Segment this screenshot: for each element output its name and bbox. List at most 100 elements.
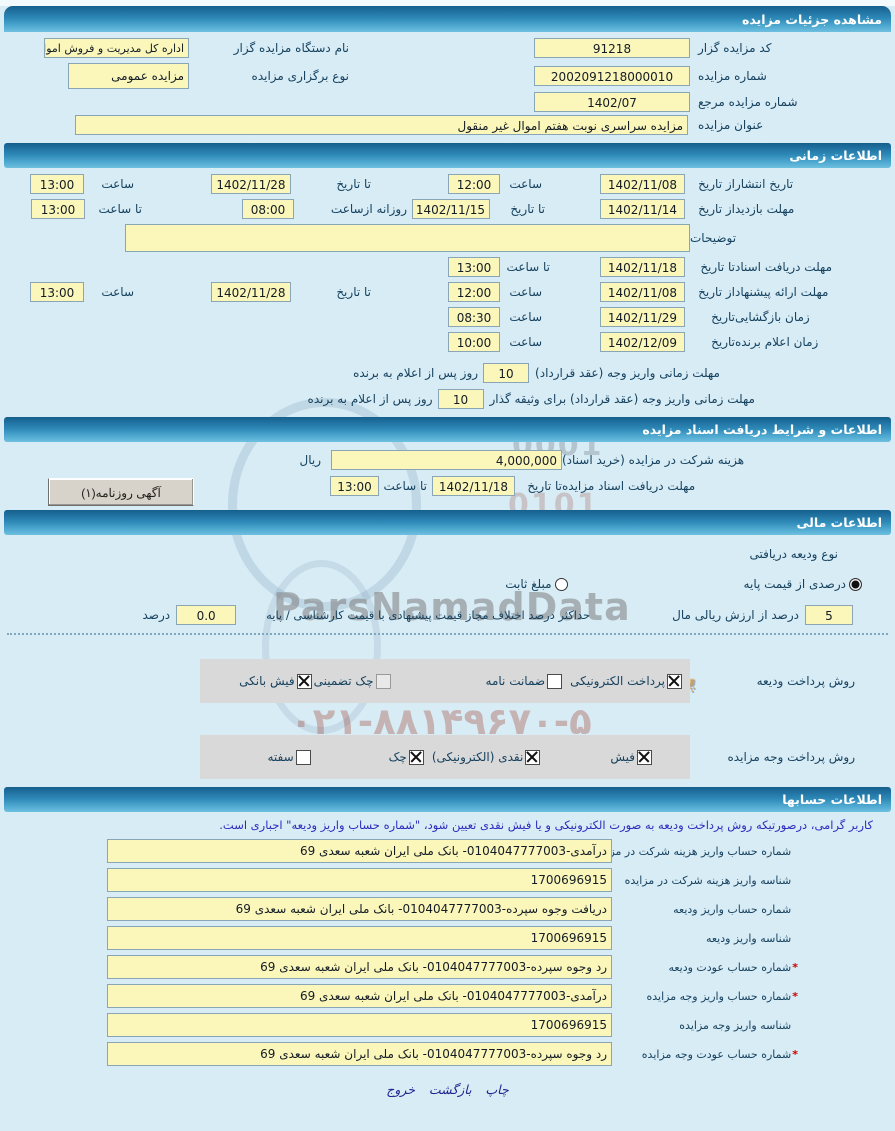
- opening-time-input[interactable]: 08:30: [448, 307, 500, 327]
- accounts-notice: کاربر گرامی، درصورتیکه روش پرداخت ودیعه …: [219, 818, 873, 832]
- opening-label: زمان بازگشایی: [735, 310, 810, 324]
- opening-row: زمان بازگشایی تاریخ 1402/11/29 ساعت 08:3…: [0, 307, 865, 327]
- doc-deadline-time-input[interactable]: 13:00: [448, 257, 500, 277]
- ref-number-label: شماره مزایده مرجع: [698, 95, 798, 109]
- pay-deadline-input[interactable]: 10: [483, 363, 530, 383]
- accounts-section-bar: اطلاعات حسابها: [4, 787, 891, 812]
- deposit-percent-input[interactable]: 5: [805, 605, 853, 625]
- visit-row: مهلت بازدید از تاریخ 1402/11/14 تا تاریخ…: [0, 199, 865, 219]
- offer-from-time-input[interactable]: 12:00: [448, 282, 500, 302]
- to-date-label: تا تاریخ: [527, 479, 562, 493]
- deposit-methods-row: روش پرداخت ودیعه پرداخت الکترونیکی ضمانت…: [0, 659, 895, 703]
- winner-date-input[interactable]: 1402/12/09: [600, 332, 685, 352]
- auction-type-input[interactable]: مزایده عمومی: [68, 63, 189, 89]
- check-checkbox[interactable]: [408, 749, 424, 765]
- slip-label: فیش: [610, 750, 635, 764]
- pay-deadline-guarantor-input[interactable]: 10: [437, 389, 484, 409]
- offer-to-time-input[interactable]: 13:00: [30, 282, 84, 302]
- account-row-input[interactable]: رد وجوه سپرده-0104047777003- بانک ملی ای…: [107, 1042, 612, 1066]
- fixed-amount-radio-label: مبلغ ثابت: [505, 577, 552, 591]
- ref-number-input[interactable]: 1402/07: [534, 92, 690, 112]
- account-row: *شماره حساب عودت ودیعه رد وجوه سپرده-010…: [0, 955, 873, 979]
- opening-date-input[interactable]: 1402/11/29: [600, 307, 685, 327]
- time-section-title: اطلاعات زمانی: [789, 148, 882, 163]
- page-title: مشاهده جزئیات مزایده: [741, 11, 882, 27]
- print-link[interactable]: چاپ: [485, 1082, 509, 1097]
- to-date-label: تا تاریخ: [700, 260, 735, 274]
- newspaper-ad-button[interactable]: آگهی روزنامه(۱): [48, 478, 194, 506]
- max-diff-input[interactable]: 0.0: [176, 605, 237, 625]
- auction-code-input[interactable]: 91218: [534, 38, 690, 58]
- auction-title-input[interactable]: مزایده سراسری نوبت هفتم اموال غیر منقول: [75, 115, 688, 135]
- finance-section: نوع ودیعه دریافتی درصدی از قیمت پایه مبل…: [0, 535, 895, 787]
- percent-of-base-radio[interactable]: [849, 577, 862, 591]
- fee-input[interactable]: 4,000,000: [331, 450, 562, 470]
- account-row-input[interactable]: 1700696915: [107, 868, 612, 892]
- exit-link[interactable]: خروج: [386, 1082, 416, 1097]
- back-link[interactable]: بازگشت: [428, 1082, 472, 1097]
- auction-title-label: عنوان مزایده: [698, 118, 764, 132]
- hour-label: ساعت: [509, 335, 542, 349]
- notes-label: توضیحات: [690, 231, 737, 245]
- hour-label: ساعت: [509, 177, 542, 191]
- fixed-amount-radio[interactable]: [554, 577, 568, 591]
- account-row-label: *شماره حساب عودت وجه مزایده: [641, 1047, 798, 1061]
- notes-row: توضیحات: [0, 224, 865, 252]
- certified-check-checkbox[interactable]: [375, 673, 391, 689]
- date-label: تاریخ: [711, 310, 735, 324]
- account-row-input[interactable]: دریافت وجوه سپرده-0104047777003- بانک مل…: [107, 897, 612, 921]
- docs-section-bar: اطلاعات و شرایط دریافت اسناد مزایده: [4, 417, 891, 442]
- account-row: *شناسه واریز ودیعه 1700696915: [0, 926, 873, 950]
- account-row: *شماره حساب عودت وجه مزایده رد وجوه سپرد…: [0, 1042, 873, 1066]
- account-row-input[interactable]: رد وجوه سپرده-0104047777003- بانک ملی ای…: [107, 955, 612, 979]
- slip-checkbox[interactable]: [637, 749, 652, 765]
- publish-from-time-input[interactable]: 12:00: [448, 174, 500, 194]
- finance-section-title: اطلاعات مالی: [796, 515, 882, 530]
- percent-row: 5 درصد از ارزش ریالی مال حداکثر درصد اخت…: [0, 605, 895, 625]
- account-row-label: *شماره حساب واریز ودیعه: [673, 902, 792, 916]
- bank-slip-checkbox[interactable]: [296, 673, 312, 689]
- to-date-label: تا تاریخ: [336, 177, 371, 191]
- finance-section-bar: اطلاعات مالی: [4, 510, 891, 535]
- publish-from-date-input[interactable]: 1402/11/08: [600, 174, 685, 194]
- account-row-label: *شماره حساب عودت ودیعه: [668, 960, 798, 974]
- max-diff-label: حداکثر درصد اختلاف مجاز قیمت پیشنهادی با…: [266, 608, 591, 622]
- from-date-label: از تاریخ: [698, 202, 735, 216]
- cash-electronic-checkbox[interactable]: [525, 749, 541, 765]
- promissory-note-checkbox[interactable]: [295, 749, 311, 765]
- publish-to-date-input[interactable]: 1402/11/28: [211, 174, 291, 194]
- account-row: *شناسه واریز وجه مزایده 1700696915: [0, 1013, 873, 1037]
- hour-label: ساعت: [509, 310, 542, 324]
- visit-from-time-input[interactable]: 08:00: [242, 199, 294, 219]
- offer-from-date-input[interactable]: 1402/11/08: [600, 282, 685, 302]
- to-date-label: تا تاریخ: [510, 202, 545, 216]
- docs-deadline-date-input[interactable]: 1402/11/18: [432, 476, 515, 496]
- hour-label: ساعت: [101, 177, 134, 191]
- org-name-input[interactable]: اداره کل مدیریت و فروش اموال: [44, 38, 189, 58]
- docs-deadline-time-input[interactable]: 13:00: [330, 476, 379, 496]
- account-row-input[interactable]: درآمدی-0104047777003- بانک ملی ایران شعب…: [107, 839, 612, 863]
- account-row: *شماره حساب واریز وجه مزایده درآمدی-0104…: [0, 984, 873, 1008]
- from-date-label: از تاریخ: [698, 285, 735, 299]
- time-section-bar: اطلاعات زمانی: [4, 143, 891, 168]
- account-row-label: *شماره حساب واریز وجه مزایده: [646, 989, 798, 1003]
- auction-number-input[interactable]: 2002091218000010: [534, 66, 690, 86]
- payment-methods-row: روش پرداخت وجه مزایده فیش نقدی (الکترونی…: [0, 735, 895, 779]
- guarantee-letter-checkbox[interactable]: [547, 673, 563, 689]
- offer-row: مهلت ارائه پیشنهاد از تاریخ 1402/11/08 س…: [0, 282, 865, 302]
- account-row-input[interactable]: 1700696915: [107, 1013, 612, 1037]
- doc-deadline-date-input[interactable]: 1402/11/18: [600, 257, 685, 277]
- auction-number-label: شماره مزایده: [698, 69, 767, 83]
- visit-to-time-input[interactable]: 13:00: [31, 199, 85, 219]
- publish-to-time-input[interactable]: 13:00: [30, 174, 84, 194]
- visit-from-date-input[interactable]: 1402/11/14: [600, 199, 685, 219]
- offer-to-date-input[interactable]: 1402/11/28: [211, 282, 291, 302]
- publish-date-row: تاریخ انتشار از تاریخ 1402/11/08 ساعت 12…: [0, 174, 865, 194]
- winner-time-input[interactable]: 10:00: [448, 332, 500, 352]
- account-row-input[interactable]: درآمدی-0104047777003- بانک ملی ایران شعب…: [107, 984, 612, 1008]
- notes-input[interactable]: [125, 224, 690, 252]
- account-row-input[interactable]: 1700696915: [107, 926, 612, 950]
- visit-to-date-input[interactable]: 1402/11/15: [412, 199, 490, 219]
- max-diff-unit-label: درصد: [142, 608, 171, 622]
- electronic-payment-checkbox[interactable]: [667, 673, 682, 689]
